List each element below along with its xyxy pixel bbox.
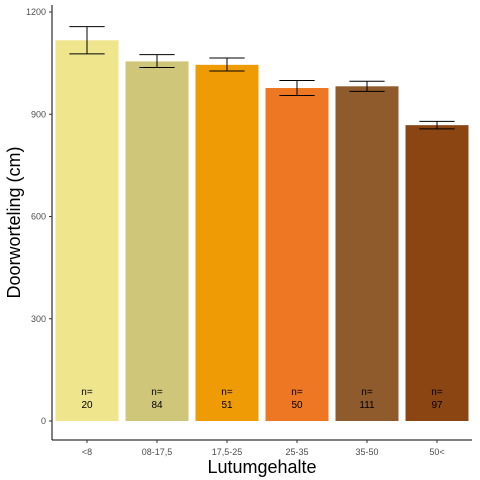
n-labels: n= 20 n= 84 n= 51 n= 50 n= 111 n= 97	[81, 387, 443, 411]
n-label-prefix: n=	[221, 387, 233, 398]
x-tick-label: 25-35	[285, 447, 308, 457]
bar-3	[195, 64, 259, 422]
y-axis-title: Doorworteling (cm)	[4, 146, 24, 298]
axes	[51, 5, 472, 441]
bar-6	[405, 125, 469, 421]
x-tick-label: 35-50	[355, 447, 378, 457]
y-ticks: 0 300 600 900 1200	[26, 7, 52, 426]
x-axis-title: Lutumgehalte	[207, 457, 316, 477]
error-bar-3	[209, 57, 245, 72]
y-tick-label: 0	[41, 416, 46, 426]
x-tick-label: 50<	[429, 447, 444, 457]
error-bar-2	[139, 54, 175, 69]
n-label-prefix: n=	[81, 387, 93, 398]
y-tick-label: 1200	[26, 7, 46, 17]
x-tick-label: <8	[82, 447, 92, 457]
n-label-value: 111	[359, 400, 375, 411]
n-label-prefix: n=	[151, 387, 163, 398]
error-bar-6	[419, 120, 455, 130]
n-label-prefix: n=	[431, 387, 443, 398]
n-label-value: 84	[151, 400, 163, 411]
y-tick-label: 900	[31, 109, 46, 119]
n-label-value: 97	[431, 400, 443, 411]
bar-1	[55, 40, 119, 422]
bar-2	[125, 61, 189, 421]
n-label-value: 51	[221, 400, 233, 411]
n-label-prefix: n=	[361, 387, 373, 398]
error-bar-4	[279, 80, 315, 97]
error-bar-1	[69, 26, 105, 55]
x-tick-label: 08-17,5	[142, 447, 173, 457]
error-bars	[69, 26, 455, 130]
y-tick-label: 300	[31, 314, 46, 324]
y-tick-label: 600	[31, 212, 46, 222]
n-label-prefix: n=	[291, 387, 303, 398]
error-bar-5	[349, 80, 385, 92]
n-label-value: 20	[81, 400, 93, 411]
n-label-value: 50	[291, 400, 303, 411]
bar-4	[265, 88, 329, 422]
bar-5	[335, 86, 399, 421]
bars	[55, 40, 469, 422]
x-tick-label: 17,5-25	[212, 447, 243, 457]
x-ticks: <8 08-17,5 17,5-25 25-35 35-50 50<	[82, 440, 445, 457]
